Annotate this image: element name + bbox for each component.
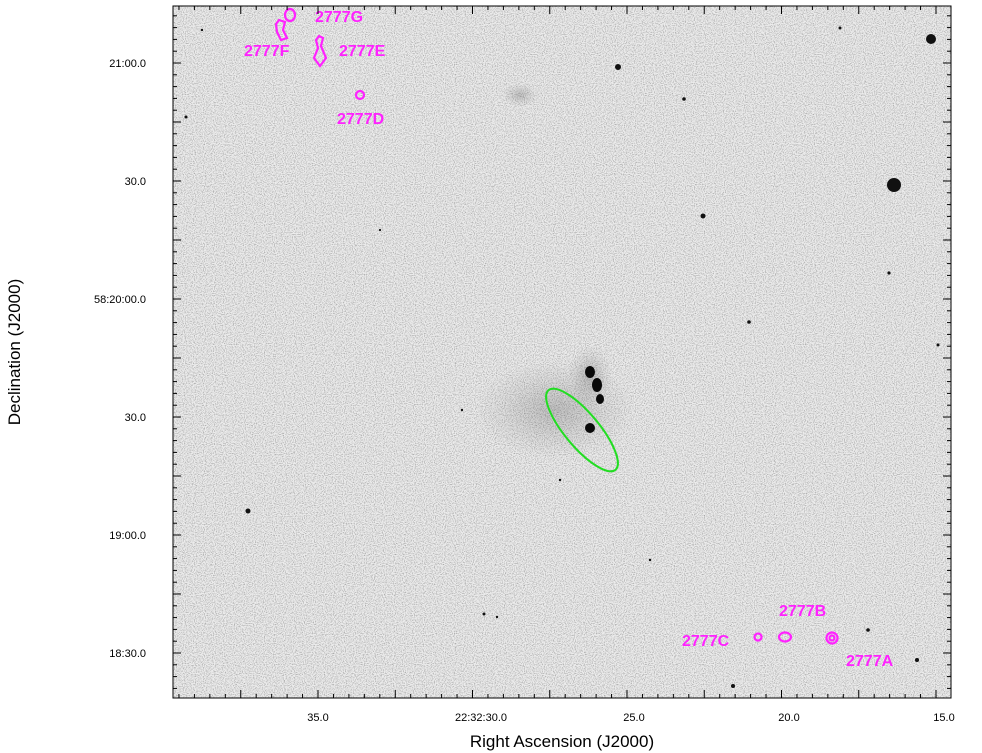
x-tick-label: 15.0 [933, 712, 954, 724]
y-tick-label: 58:20:00.0 [94, 294, 146, 306]
label-2777D: 2777D [337, 111, 384, 128]
x-tick-label: 25.0 [623, 712, 644, 724]
green-ellipse-region [545, 387, 619, 473]
x-tick-labels: 35.0 22:32:30.0 25.0 20.0 15.0 [307, 712, 954, 724]
central-sources [585, 366, 604, 433]
source-contours [274, 7, 839, 645]
label-2777E: 2777E [339, 43, 386, 60]
sky-image [173, 6, 951, 698]
label-2777A: 2777A [846, 653, 894, 670]
y-tick-label: 19:00.0 [109, 530, 146, 542]
plot-frame [172, 5, 952, 699]
y-tick-label: 21:00.0 [109, 58, 146, 70]
contour-2777D [354, 89, 366, 101]
tick-marks [173, 6, 951, 698]
contour-2777G [283, 7, 297, 23]
x-tick-label: 22:32:30.0 [455, 712, 507, 724]
y-tick-labels: 21:00.0 30.0 58:20:00.0 30.0 19:00.0 18:… [94, 58, 146, 660]
contour-2777C [753, 632, 763, 642]
label-2777F: 2777F [244, 43, 290, 60]
x-axis-title: Right Ascension (J2000) [470, 732, 654, 751]
label-2777G: 2777G [315, 9, 363, 26]
y-axis-title: Declination (J2000) [5, 279, 24, 425]
label-2777B: 2777B [779, 603, 826, 620]
y-tick-label: 18:30.0 [109, 648, 146, 660]
y-tick-label: 30.0 [125, 176, 146, 188]
x-tick-label: 35.0 [307, 712, 328, 724]
contour-2777B [777, 631, 793, 643]
contour-2777A [825, 631, 839, 645]
y-tick-label: 30.0 [125, 412, 146, 424]
x-tick-label: 20.0 [778, 712, 799, 724]
contour-2777F [274, 18, 289, 42]
label-2777C: 2777C [682, 633, 730, 650]
contour-2777E [312, 34, 328, 68]
stars [184, 26, 940, 688]
